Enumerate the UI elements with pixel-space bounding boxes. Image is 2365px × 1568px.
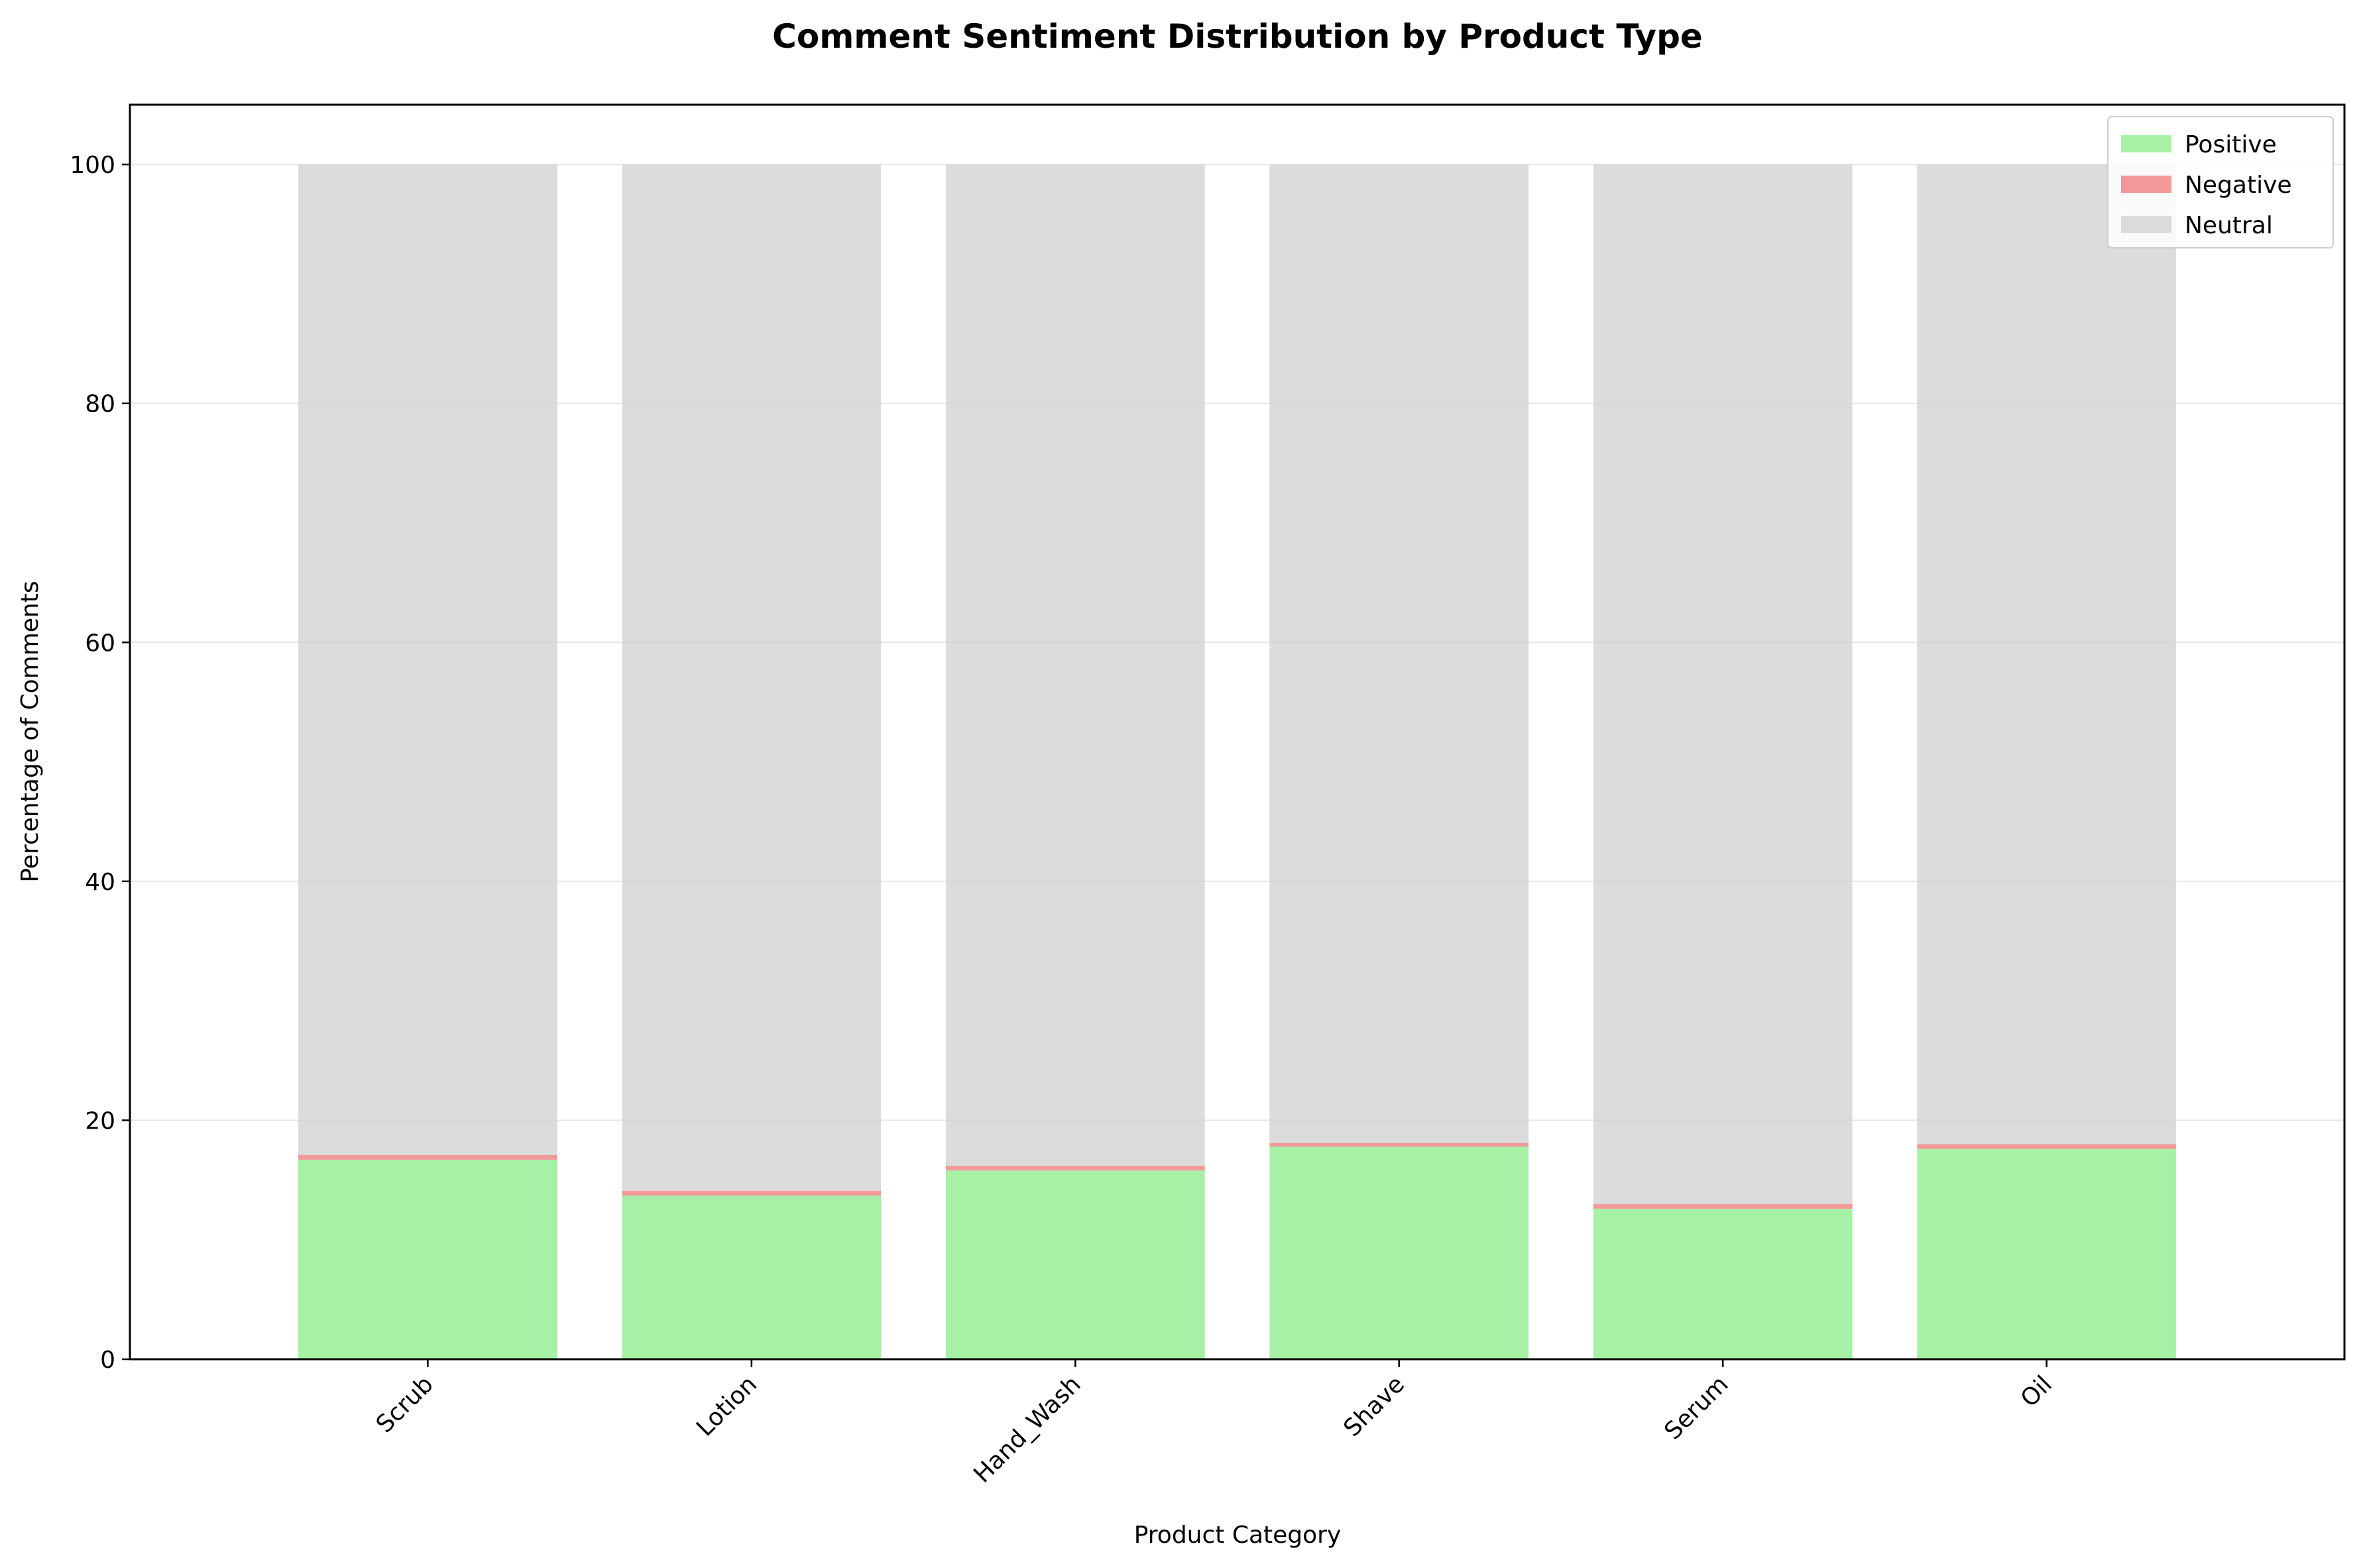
x-tick-label: Shave (1338, 1371, 1410, 1442)
plot-frame (129, 103, 2346, 1361)
y-tick-label: 80 (85, 391, 115, 418)
bar-neutral-scrub (298, 164, 557, 1155)
legend: Positive Negative Neutral (2107, 116, 2334, 249)
bar-negative-shave (1269, 1143, 1529, 1147)
bar-negative-oil (1917, 1144, 2177, 1149)
x-axis-title: Product Category (1134, 1522, 1342, 1549)
y-axis: 0 20 40 60 80 100 (70, 152, 130, 1374)
bar-negative-lotion (622, 1190, 882, 1196)
bar-negative-serum (1593, 1204, 1853, 1209)
legend-swatch-neutral (2121, 216, 2171, 233)
bar-neutral-shave (1269, 164, 1529, 1143)
bar-positive-lotion (622, 1196, 882, 1359)
bar-positive-oil (1917, 1148, 2177, 1359)
x-tick-label: Lotion (691, 1371, 762, 1441)
y-axis-title: Percentage of Comments (17, 581, 44, 882)
y-tick-label: 0 (100, 1347, 115, 1374)
y-tick-label: 20 (85, 1107, 115, 1135)
x-tick-label: Oil (2016, 1371, 2057, 1412)
legend-swatch-negative (2121, 176, 2171, 193)
bar-neutral-hand_wash (945, 164, 1205, 1166)
bar-negative-scrub (298, 1154, 557, 1160)
chart-title: Comment Sentiment Distribution by Produc… (772, 17, 1703, 56)
bar-neutral-serum (1593, 164, 1853, 1204)
x-tick-label: Scrub (371, 1371, 439, 1438)
bar-positive-shave (1269, 1147, 1529, 1359)
bar-neutral-oil (1917, 164, 2177, 1145)
y-tick-label: 100 (70, 152, 115, 179)
y-tick-label: 60 (85, 630, 115, 657)
legend-label-neutral: Neutral (2185, 212, 2273, 239)
bar-positive-serum (1593, 1208, 1853, 1359)
legend-swatch-positive (2121, 135, 2171, 152)
legend-label-negative: Negative (2185, 172, 2292, 199)
x-tick-label: Hand_Wash (968, 1371, 1086, 1488)
y-tick-label: 40 (85, 869, 115, 896)
bar-positive-hand_wash (945, 1170, 1205, 1359)
bars (298, 164, 2177, 1359)
bar-neutral-lotion (622, 164, 882, 1191)
legend-label-positive: Positive (2185, 131, 2277, 158)
bar-positive-scrub (298, 1159, 557, 1359)
x-axis: Scrub Lotion Hand_Wash Shave Serum Oil (371, 1359, 2057, 1488)
bar-negative-hand_wash (945, 1165, 1205, 1171)
x-tick-label: Serum (1659, 1371, 1733, 1445)
